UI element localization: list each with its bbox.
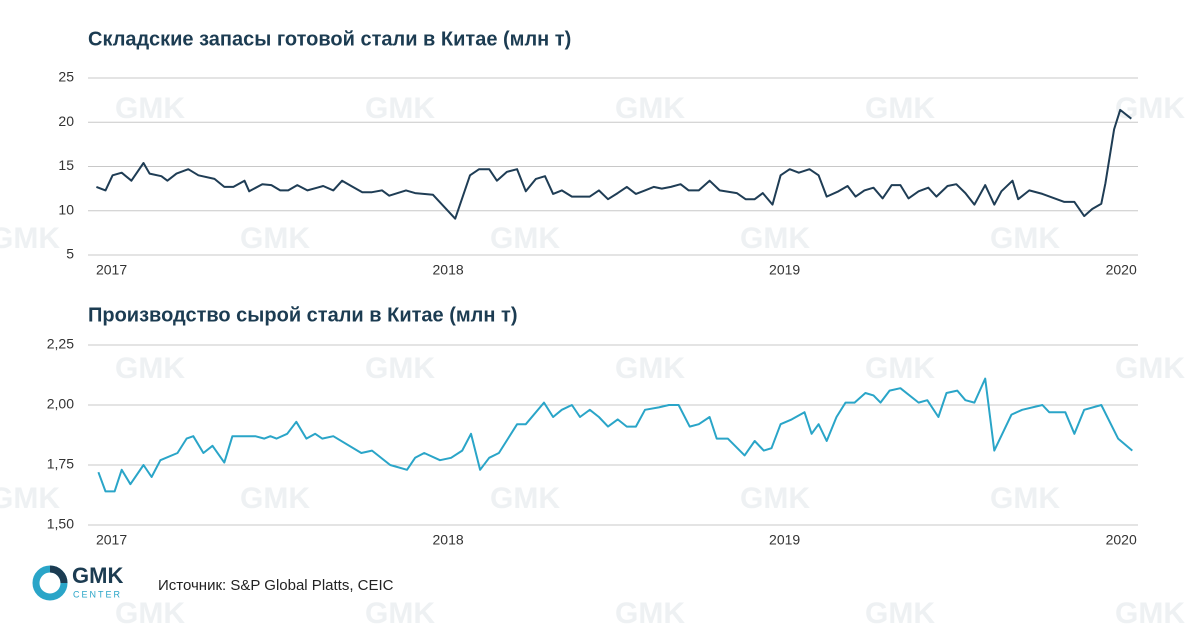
- chart-title: Производство сырой стали в Китае (млн т): [88, 304, 517, 326]
- watermark: GMK: [1115, 92, 1185, 125]
- watermark: GMK: [365, 352, 435, 385]
- logo-name: GMK: [72, 563, 123, 588]
- x-tick-label: 2018: [433, 532, 464, 548]
- y-tick-label: 2,00: [47, 396, 74, 412]
- data-line: [97, 377, 1133, 493]
- x-tick-label: 2018: [433, 262, 464, 278]
- watermark: GMK: [115, 352, 185, 385]
- logo-sub: CENTER: [73, 589, 122, 599]
- x-tick-label: 2019: [769, 532, 800, 548]
- watermark: GMK: [115, 597, 185, 630]
- watermark: GMK: [865, 352, 935, 385]
- watermark: GMK: [740, 482, 810, 515]
- data-line: [96, 108, 1132, 220]
- charts: Складские запасы готовой стали в Китае (…: [47, 28, 1138, 548]
- y-tick-label: 2,25: [47, 336, 74, 352]
- y-tick-label: 1,50: [47, 516, 74, 532]
- logo-arc: [49, 565, 68, 584]
- chart-title: Складские запасы готовой стали в Китае (…: [88, 28, 571, 50]
- watermark: GMK: [490, 222, 560, 255]
- y-tick-label: 25: [58, 69, 74, 85]
- x-tick-label: 2017: [96, 262, 127, 278]
- watermark: GMK: [865, 92, 935, 125]
- watermark: GMK: [865, 597, 935, 630]
- x-tick-label: 2020: [1106, 262, 1137, 278]
- watermark: GMK: [615, 597, 685, 630]
- watermark: GMK: [0, 482, 60, 515]
- watermark: GMK: [990, 222, 1060, 255]
- watermark: GMK: [490, 482, 560, 515]
- watermark: GMK: [240, 482, 310, 515]
- watermark: GMK: [615, 92, 685, 125]
- watermark: GMK: [740, 222, 810, 255]
- source: Источник: S&P Global Platts, CEIC: [158, 577, 394, 594]
- watermark: GMK: [240, 222, 310, 255]
- y-tick-label: 20: [58, 113, 74, 129]
- x-tick-label: 2019: [769, 262, 800, 278]
- watermark: GMK: [1115, 597, 1185, 630]
- x-tick-label: 2017: [96, 532, 127, 548]
- y-tick-label: 10: [58, 201, 74, 217]
- watermark: GMK: [990, 482, 1060, 515]
- logo: GMK CENTER: [32, 563, 123, 601]
- y-tick-label: 1,75: [47, 456, 74, 472]
- x-tick-label: 2020: [1106, 532, 1137, 548]
- watermark: GMK: [1115, 352, 1185, 385]
- watermark: GMK: [615, 352, 685, 385]
- watermark: GMK: [0, 222, 60, 255]
- y-tick-label: 5: [66, 246, 74, 262]
- watermark: GMK: [365, 92, 435, 125]
- y-tick-label: 15: [58, 157, 74, 173]
- watermark: GMK: [365, 597, 435, 630]
- watermark: GMK: [115, 92, 185, 125]
